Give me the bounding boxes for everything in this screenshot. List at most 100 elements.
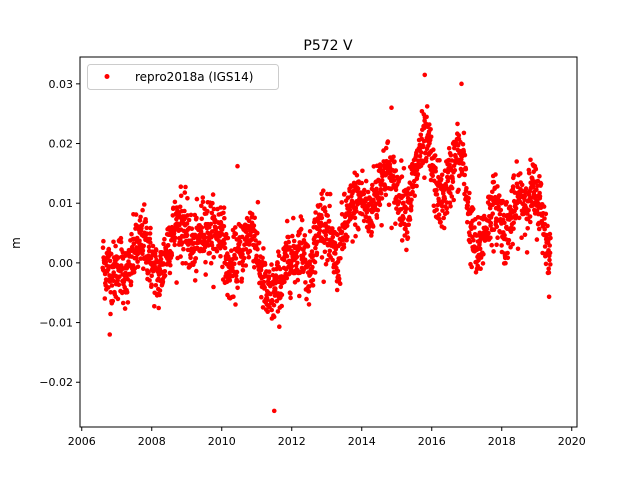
data-point [546,270,552,275]
data-point [516,215,522,221]
data-point [133,212,139,217]
data-point [287,245,293,250]
data-point [322,209,328,214]
data-point [243,247,249,252]
data-point [103,259,109,265]
data-point [518,171,523,176]
data-point [183,261,188,266]
data-point [172,242,177,248]
data-point [243,263,249,268]
data-point [441,225,447,231]
data-point [439,203,445,209]
data-point [460,142,466,147]
data-point [547,257,552,263]
data-point [353,233,358,239]
data-point [478,266,483,272]
data-point [495,235,500,240]
data-point [399,174,405,179]
data-point [431,203,437,209]
data-point [528,219,533,225]
data-point [389,225,394,231]
data-point [352,215,358,221]
data-point [211,206,217,212]
data-point [230,265,235,271]
data-point [534,187,539,193]
data-point [303,280,308,285]
data-point [279,303,285,309]
data-point [289,263,295,269]
data-point [515,246,521,252]
data-point [470,206,476,212]
data-point [513,205,519,211]
data-point [165,243,171,248]
data-point [210,200,215,206]
data-point [339,200,345,205]
data-point [548,235,553,241]
data-point [101,238,106,244]
data-point [108,251,114,257]
data-point [418,150,424,155]
data-point [430,173,436,179]
data-point-outlier [107,332,113,337]
data-point [310,264,315,270]
data-point [455,121,460,127]
data-point [137,238,142,244]
data-point-outlier [422,72,428,78]
data-point [203,235,208,240]
data-point [135,259,140,264]
data-point [277,266,283,272]
data-point [306,302,312,307]
data-point [255,199,261,205]
data-point [199,203,204,209]
data-point [233,225,238,230]
data-point [276,253,282,258]
data-point [378,187,384,192]
data-point [256,240,262,246]
data-point [218,205,223,210]
data-point [527,214,533,219]
data-point [150,243,156,249]
data-point [440,208,445,213]
data-point [177,222,182,228]
data-point [147,231,153,236]
data-point [421,143,426,149]
data-point [487,205,493,211]
data-point [147,236,153,242]
data-point [294,254,300,260]
data-point [465,203,471,208]
data-point [404,247,409,253]
data-point [401,216,406,221]
data-point-outlier [235,163,240,169]
data-point [523,190,529,195]
data-point [374,215,380,220]
x-tick-label: 2014 [348,435,376,448]
data-point [396,199,402,205]
data-point [406,186,411,191]
data-point [377,202,383,208]
data-point [330,234,336,240]
data-point [404,206,410,211]
data-point [134,255,139,260]
data-point [214,248,220,254]
data-point [258,267,264,273]
data-point [345,234,350,240]
data-point [188,255,193,261]
data-point [379,223,384,228]
data-point [108,290,113,295]
data-point [180,240,185,245]
data-point [393,168,399,173]
data-point [523,186,529,191]
data-point [499,243,504,248]
data-point [476,221,482,226]
data-point [449,194,455,199]
data-point [269,262,274,267]
data-point [403,226,408,232]
data-point [310,283,316,288]
data-point [284,218,290,224]
data-point [221,210,226,216]
data-point [466,195,471,201]
data-point [497,193,502,199]
data-point [461,181,467,187]
data-point [439,172,445,178]
data-point [218,253,223,259]
